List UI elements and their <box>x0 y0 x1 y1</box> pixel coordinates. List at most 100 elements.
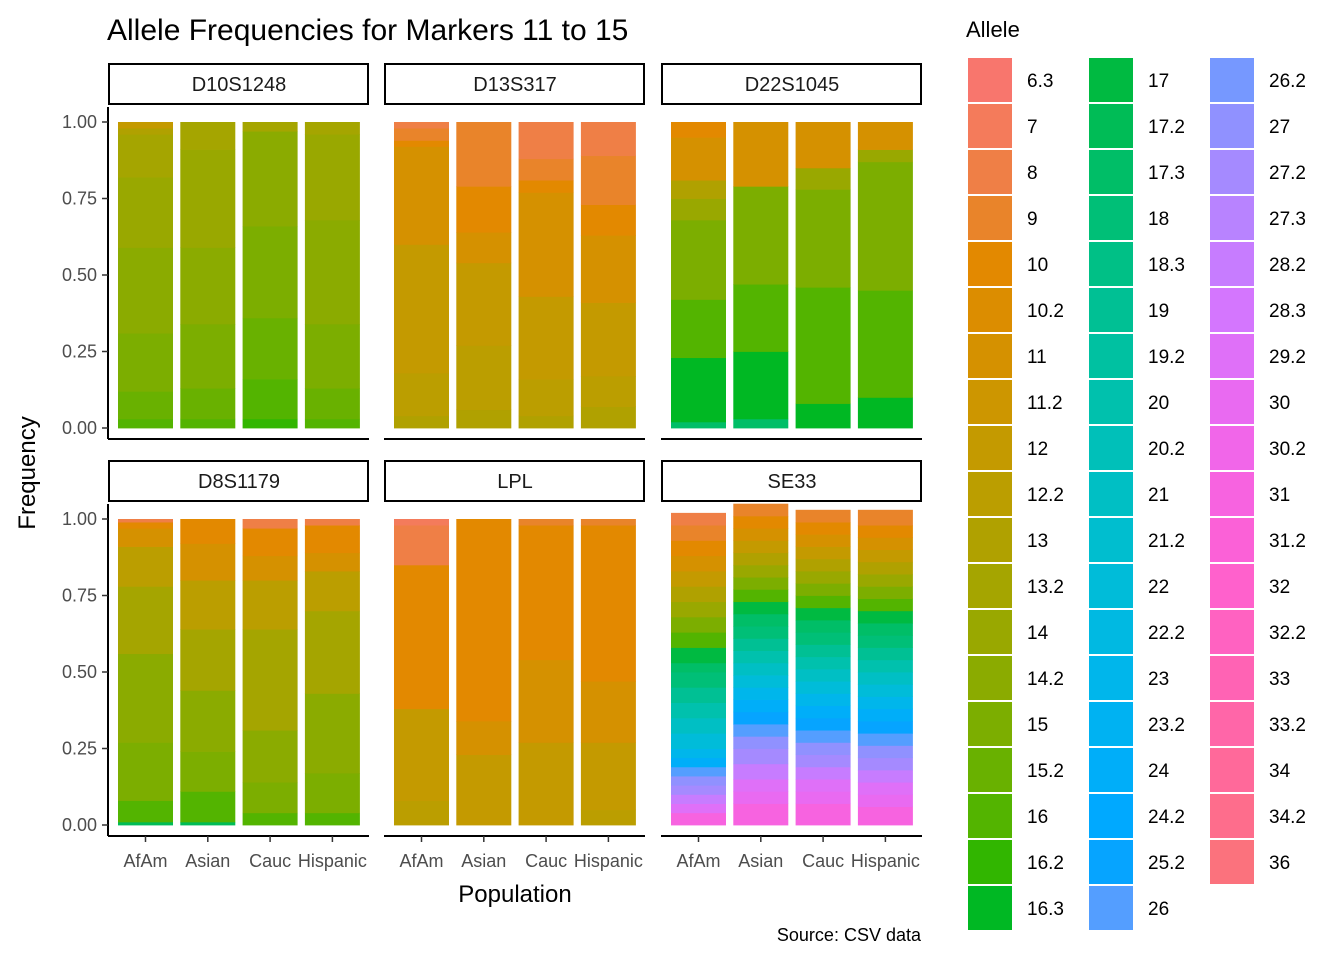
x-tick-label: Asian <box>185 851 230 871</box>
legend-key <box>1089 380 1133 424</box>
x-tick-label: Cauc <box>525 851 567 871</box>
bar-segment-28.2 <box>795 766 851 780</box>
bar-segment-23 <box>733 687 789 700</box>
bar-segment-13 <box>394 415 449 429</box>
legend-key <box>1089 518 1133 562</box>
bar-AfAm <box>118 122 173 429</box>
facet-strip-label: D10S1248 <box>192 74 287 96</box>
bar-segment-7 <box>394 519 449 526</box>
bar-segment-16 <box>795 595 851 609</box>
facet-strip <box>384 63 645 105</box>
bar-segment-11 <box>118 528 173 547</box>
legend-label: 24 <box>1148 761 1170 782</box>
bar-segment-26 <box>733 724 789 737</box>
bar-segment-12.2 <box>394 372 449 417</box>
bar-segment-12 <box>456 262 512 346</box>
y-tick-label: 1.00 <box>62 509 97 529</box>
bar-segment-25.2 <box>795 717 851 731</box>
legend-key <box>1210 380 1254 424</box>
legend-item-10.2: 10.2 <box>968 288 1064 332</box>
bar-segment-23 <box>795 693 851 707</box>
bar-segment-11 <box>518 659 574 743</box>
legend-key <box>968 426 1012 470</box>
legend-label: 33.2 <box>1269 715 1306 736</box>
bar-segment-14 <box>304 134 360 221</box>
bar-segment-27 <box>857 745 913 759</box>
legend-key <box>968 472 1012 516</box>
bar-segment-12.2 <box>518 379 574 417</box>
legend-item-24.2: 24.2 <box>1089 794 1185 838</box>
legend-item-24: 24 <box>1089 748 1170 792</box>
bar-segment-27.2 <box>795 754 851 768</box>
bar-segment-10 <box>795 522 851 535</box>
bar-segment-17.3 <box>671 421 726 429</box>
bar-segment-15 <box>733 186 789 285</box>
bar-segment-13.2 <box>180 122 236 150</box>
legend-label: 21.2 <box>1148 531 1185 552</box>
legend-key <box>1089 886 1133 930</box>
facet-strip <box>384 460 645 502</box>
bar-Asian <box>180 122 236 429</box>
bar-segment-13.2 <box>304 122 360 135</box>
bar-segment-9 <box>518 158 574 181</box>
bar-segment-12.2 <box>180 580 236 630</box>
bar-segment-12 <box>394 708 449 801</box>
bar-segment-16.3 <box>857 397 913 429</box>
bar-segment-26 <box>857 733 913 746</box>
bar-segment-13.2 <box>242 629 298 731</box>
bar-segment-14.2 <box>118 653 173 743</box>
legend-label: 34.2 <box>1269 807 1306 828</box>
legend-key <box>968 794 1012 838</box>
legend-key <box>1089 58 1133 102</box>
bar-segment-12.2 <box>580 375 636 407</box>
bar-segment-14.2 <box>180 247 236 325</box>
legend-item-34.2: 34.2 <box>1210 794 1306 838</box>
legend-item-10: 10 <box>968 242 1048 286</box>
bar-segment-21 <box>795 668 851 682</box>
legend-label: 17 <box>1148 71 1169 92</box>
bar-segment-31 <box>795 803 851 826</box>
bar-segment-16 <box>733 284 789 352</box>
legend-label: 17.2 <box>1148 117 1185 138</box>
bar-segment-16 <box>671 632 726 648</box>
legend-item-15: 15 <box>968 702 1048 746</box>
bar-segment-10 <box>518 180 574 193</box>
legend-label: 27.3 <box>1269 209 1306 230</box>
bar-Hispanic <box>857 509 913 826</box>
x-tick-label: Asian <box>461 851 506 871</box>
bar-segment-16 <box>857 598 913 612</box>
bar-segment-15 <box>857 586 913 599</box>
bar-segment-14 <box>733 564 789 578</box>
legend-key <box>968 702 1012 746</box>
legend-key <box>1089 196 1133 240</box>
legend-item-32: 32 <box>1210 564 1290 608</box>
bar-segment-15 <box>118 742 173 801</box>
bar-segment-13.2 <box>180 629 236 691</box>
bar-AfAm <box>118 519 173 826</box>
bar-segment-22 <box>857 684 913 697</box>
bar-segment-15 <box>180 751 236 792</box>
y-tick-label: 0.25 <box>62 739 97 759</box>
x-tick-label: Hispanic <box>298 851 367 871</box>
legend-key <box>968 886 1012 930</box>
bar-segment-9 <box>733 503 789 517</box>
bar-segment-17 <box>733 601 789 615</box>
legend-key <box>968 610 1012 654</box>
legend-label: 28.2 <box>1269 255 1306 276</box>
bar-segment-15 <box>242 782 298 814</box>
legend-label: 23.2 <box>1148 715 1185 736</box>
bar-segment-11 <box>456 720 512 756</box>
bar-segment-31 <box>671 812 726 826</box>
bar-segment-14 <box>671 198 726 221</box>
legend-label: 16 <box>1027 807 1048 828</box>
legend-item-14: 14 <box>968 610 1049 654</box>
bar-segment-11 <box>242 555 298 581</box>
legend-item-8: 8 <box>968 150 1038 194</box>
bar-segment-10 <box>394 564 449 710</box>
bar-segment-15 <box>795 583 851 596</box>
bar-segment-27 <box>733 736 789 749</box>
bar-segment-14.2 <box>242 730 298 783</box>
legend-item-31: 31 <box>1210 472 1290 516</box>
bar-segment-20 <box>671 702 726 719</box>
legend-item-30: 30 <box>1210 380 1290 424</box>
